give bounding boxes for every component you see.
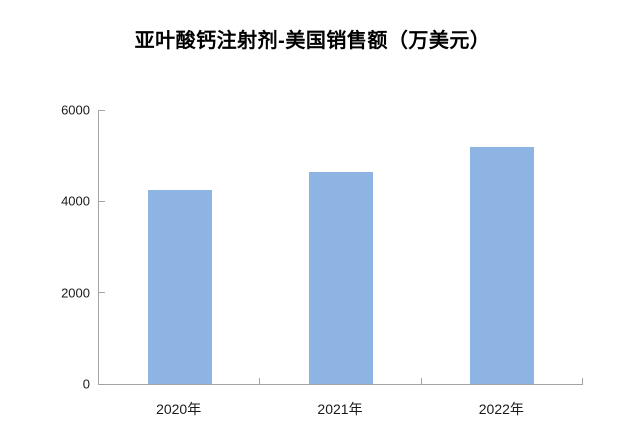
bar: [309, 172, 373, 384]
y-tick-label: 4000: [61, 193, 90, 209]
x-tick-mark: [420, 378, 422, 384]
y-tick-mark: [98, 109, 105, 111]
x-tick-mark: [582, 378, 583, 384]
y-tick-mark: [98, 200, 105, 202]
y-tick-label: 0: [82, 376, 90, 392]
x-category-label: 2022年: [478, 401, 524, 417]
y-tick-mark: [98, 292, 105, 294]
x-tick-mark: [259, 378, 261, 384]
x-category-label: 2021年: [317, 401, 363, 417]
chart-title: 亚叶酸钙注射剂-美国销售额（万美元）: [134, 30, 491, 52]
y-tick-label: 2000: [61, 285, 90, 301]
y-tick-label: 6000: [61, 102, 90, 118]
bar: [147, 189, 212, 384]
bar: [470, 147, 535, 384]
plot-area: [98, 109, 583, 385]
x-category-label: 2020年: [156, 401, 202, 417]
